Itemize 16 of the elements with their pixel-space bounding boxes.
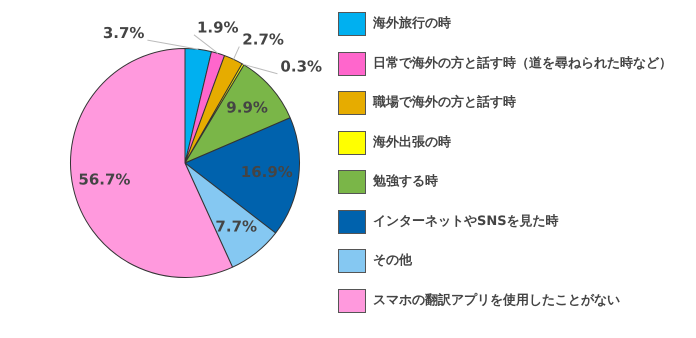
data-label: 9.9% [226, 98, 268, 117]
legend-label: 海外旅行の時 [373, 15, 451, 33]
data-label: 16.9% [240, 163, 293, 182]
legend-label: インターネットやSNSを見た時 [373, 212, 559, 230]
legend-label: 日常で海外の方と話す時（道を尋ねられた時など） [373, 54, 672, 72]
legend-label: 海外出張の時 [373, 134, 451, 152]
legend-label: 勉強する時 [373, 173, 438, 191]
data-label: 0.3% [280, 58, 322, 76]
legend-label: スマホの翻訳アプリを使用したことがない [373, 292, 620, 310]
data-label: 3.7% [102, 24, 144, 42]
data-label: 56.7% [78, 170, 130, 188]
legend-label: 職場で海外の方と話す時 [373, 94, 516, 112]
data-label: 2.7% [242, 30, 284, 48]
data-label: 7.7% [215, 217, 258, 236]
legend-label: その他 [373, 252, 412, 270]
data-label: 1.9% [196, 18, 239, 37]
